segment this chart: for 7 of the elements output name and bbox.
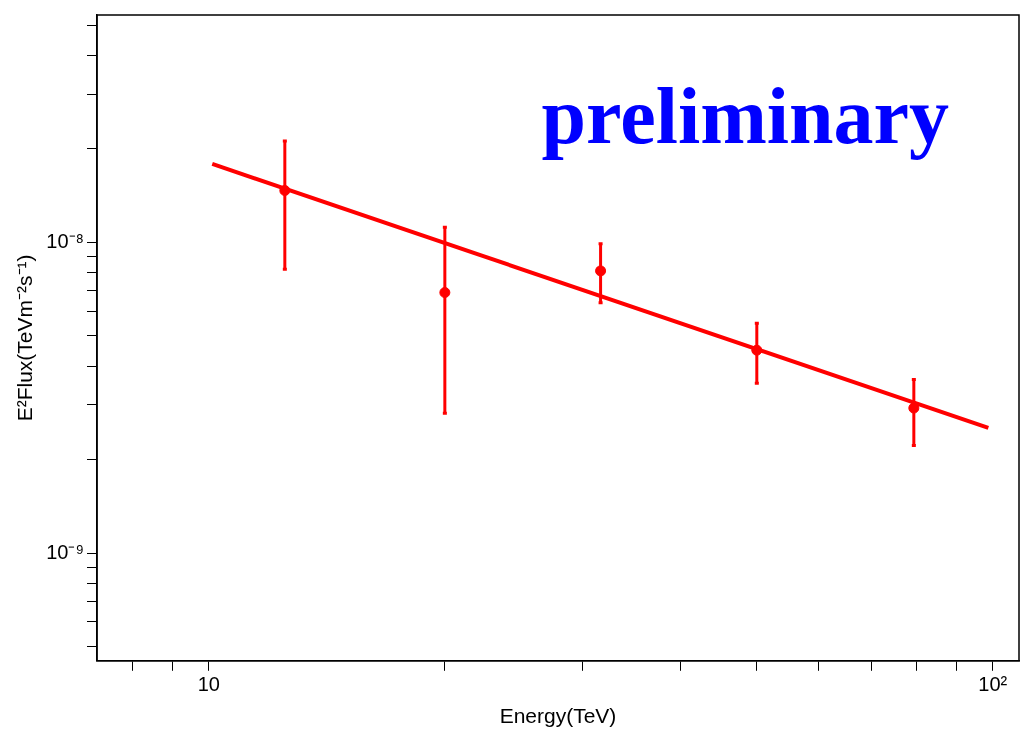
x-tick-label: 10 (197, 673, 220, 696)
y-tick-label: 10⁻⁹ (46, 540, 85, 563)
annotation: preliminary (541, 72, 949, 160)
x-tick-label: 10² (978, 673, 1008, 696)
y-axis-title: E²Flux(TeVm⁻²s⁻¹) (13, 254, 37, 422)
y-tick-label: 10⁻⁸ (46, 230, 85, 252)
x-axis-title: Energy(TeV) (499, 704, 617, 728)
